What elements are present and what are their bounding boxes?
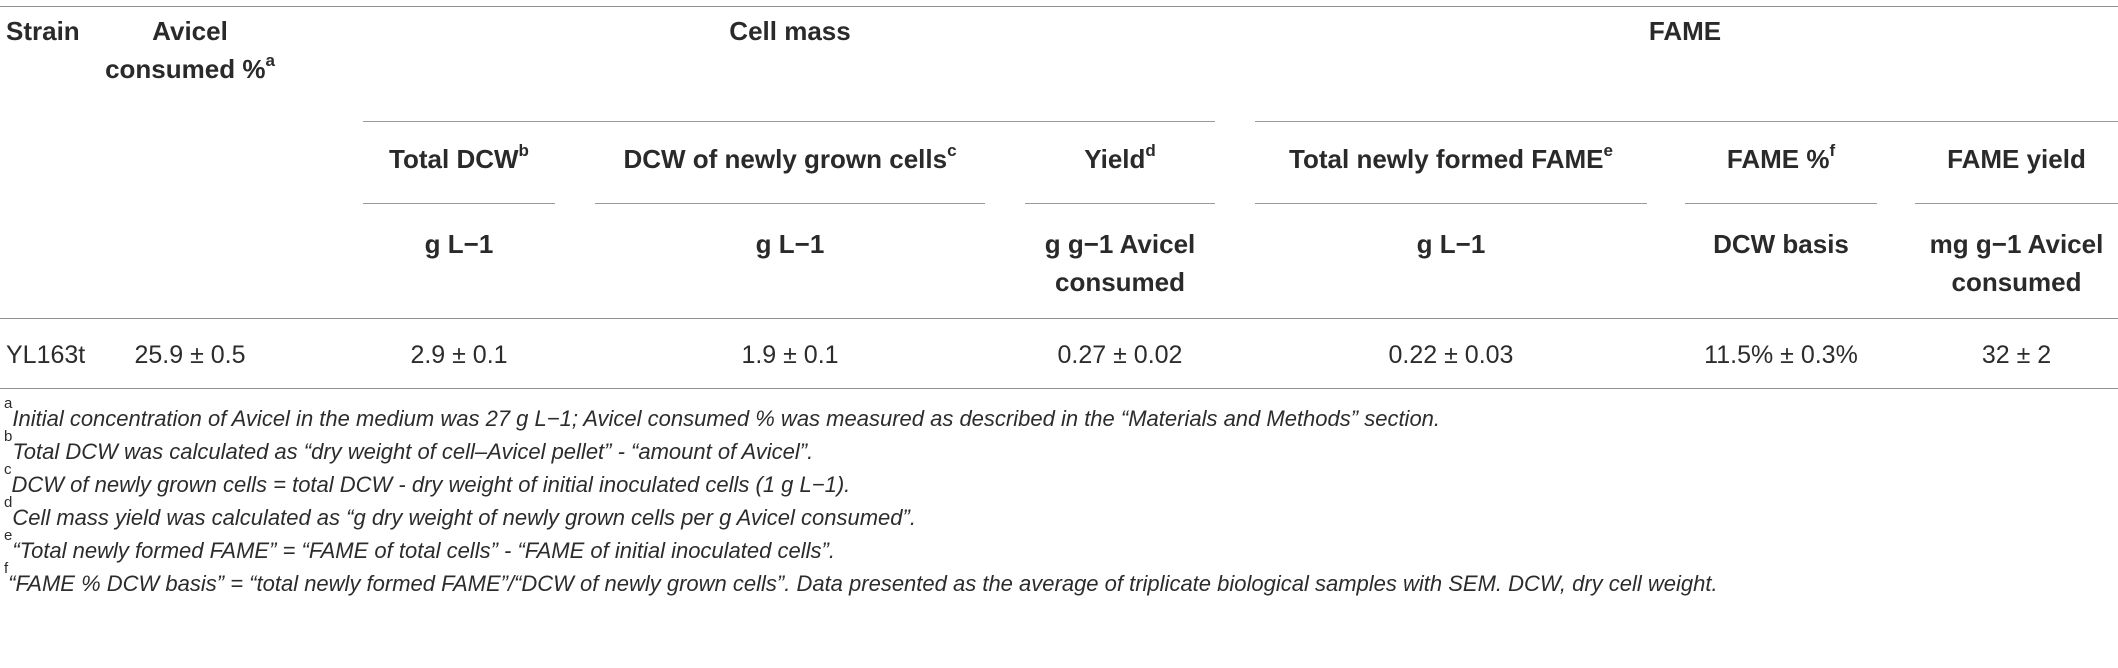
- footnote-a: aInitial concentration of Avicel in the …: [4, 395, 1441, 431]
- header-yield: Yieldd: [1084, 141, 1156, 174]
- unit-total-dcw: g L−1: [424, 229, 494, 259]
- table-bottom-rule: [0, 388, 2118, 389]
- total-fame-rule: [1255, 203, 1647, 204]
- cell-dcw-new: 1.9 ± 0.1: [741, 341, 839, 369]
- fame-group-rule: [1255, 121, 2118, 122]
- fame-yield-rule: [1915, 203, 2118, 204]
- footnote-d: dCell mass yield was calculated as “g dr…: [4, 494, 916, 530]
- cell-strain: YL163t: [6, 341, 86, 369]
- header-dcw-newly-grown: DCW of newly grown cellsc: [623, 141, 957, 174]
- header-cell-mass: Cell mass: [729, 16, 851, 46]
- fame-pct-rule: [1685, 203, 1877, 204]
- header-fame-yield: FAME yield: [1947, 144, 2086, 174]
- cell-fame-yield: 32 ± 2: [1981, 341, 2052, 369]
- dcw-new-rule: [595, 203, 985, 204]
- footnote-e: e“Total newly formed FAME” = “FAME of to…: [4, 527, 835, 563]
- cell-total-dcw: 2.9 ± 0.1: [410, 341, 508, 369]
- header-bottom-rule: [0, 318, 2118, 319]
- header-avicel-consumed: Avicel consumed %a: [105, 16, 275, 84]
- header-fame: FAME: [1648, 16, 1722, 46]
- unit-yield: g g−1 Avicel consumed: [1044, 229, 1196, 297]
- footnote-c: cDCW of newly grown cells = total DCW - …: [4, 461, 851, 497]
- yield-rule: [1025, 203, 1215, 204]
- header-total-newly-formed-fame: Total newly formed FAMEe: [1289, 141, 1613, 174]
- unit-fame-pct: DCW basis: [1713, 229, 1849, 259]
- unit-dcw-new: g L−1: [755, 229, 825, 259]
- table-top-rule: [0, 6, 2118, 7]
- unit-total-fame: g L−1: [1416, 229, 1486, 259]
- cell-fame-pct: 11.5% ± 0.3%: [1704, 341, 1858, 369]
- footnote-f: f“FAME % DCW basis” = “total newly forme…: [4, 560, 1718, 596]
- header-fame-percent: FAME %f: [1726, 141, 1836, 174]
- header-strain: Strain: [6, 16, 80, 46]
- unit-fame-yield: mg g−1 Avicel consumed: [1929, 229, 2104, 297]
- header-total-dcw: Total DCWb: [389, 141, 529, 174]
- cell-yield: 0.27 ± 0.02: [1057, 341, 1183, 369]
- cell-total-fame: 0.22 ± 0.03: [1388, 341, 1514, 369]
- cell-avicel-consumed: 25.9 ± 0.5: [134, 341, 246, 369]
- cell-mass-group-rule: [363, 121, 1215, 122]
- footnote-b: bTotal DCW was calculated as “dry weight…: [4, 428, 814, 464]
- total-dcw-rule: [363, 203, 555, 204]
